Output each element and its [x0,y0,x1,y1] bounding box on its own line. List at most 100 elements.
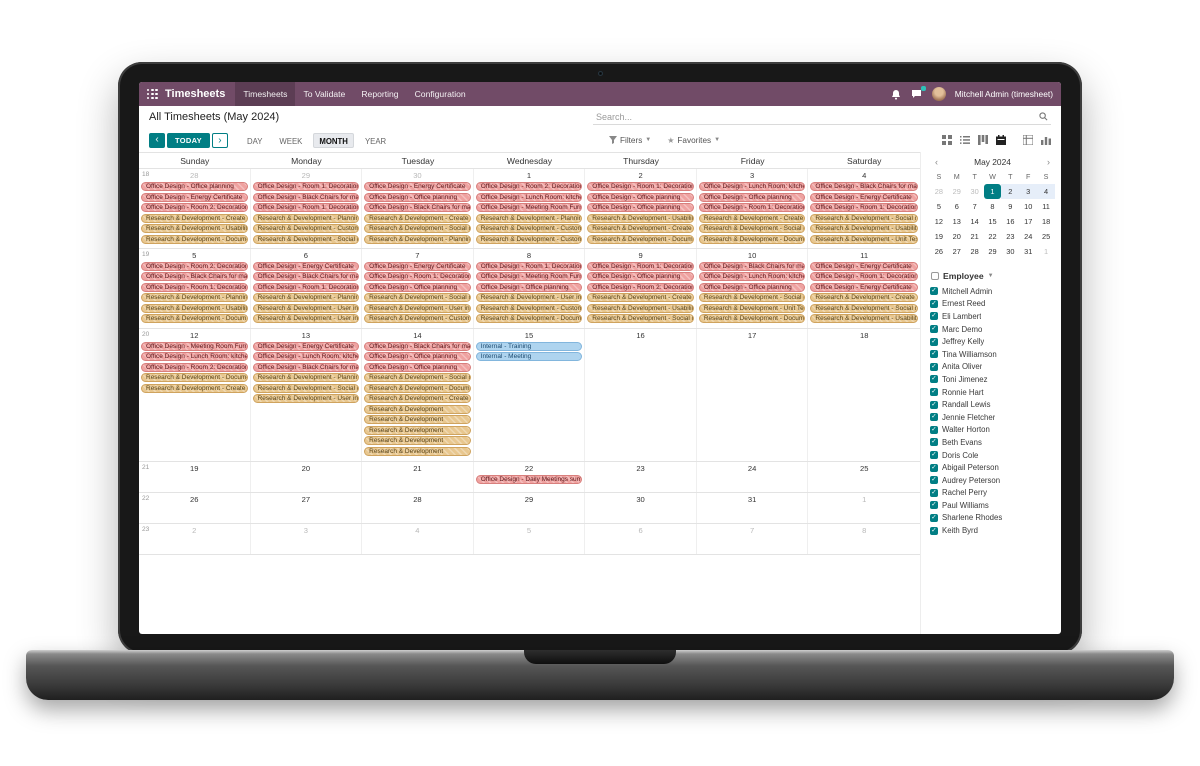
calendar-day-cell[interactable]: 3 [251,524,363,555]
checked-checkbox-icon[interactable]: ✓ [930,337,938,346]
calendar-event[interactable]: Office Design - Room 1: Decoration [252,282,360,292]
calendar-event[interactable]: Research & Development - User int... [475,293,583,303]
calendar-event[interactable]: Office Design - Daily Meetings sum... [475,475,583,485]
scale-year-button[interactable]: YEAR [364,136,387,146]
list-view-icon[interactable] [959,135,970,146]
calendar-day-cell[interactable]: 28 Office Design - Office planning Office … [139,169,251,248]
calendar-event[interactable]: Office Design - Office planning [364,192,471,202]
calendar-event[interactable]: Office Design - Room 1: Decoration [252,182,360,191]
calendar-event[interactable]: Research & Development - Docum... [587,234,694,244]
calendar-event[interactable]: Research & Development - Usabilit... [810,314,918,324]
calendar-event[interactable]: Research & Development - Custom... [475,224,583,233]
mini-day[interactable]: 28 [970,247,979,256]
calendar-event[interactable]: Office Design - Lunch Room: kitchen [252,352,360,362]
calendar-event[interactable]: Research & Development [364,404,471,414]
calendar-event[interactable]: Office Design - Black Chairs for ma... [698,261,806,271]
checked-checkbox-icon[interactable]: ✓ [930,325,938,334]
app-title[interactable]: Timesheets [165,88,226,100]
calendar-event[interactable]: Research & Development - Docume... [141,234,248,244]
calendar-event[interactable]: Research & Development - Docum... [698,314,806,324]
calendar-event[interactable]: Office Design - Office planning [587,203,694,212]
mini-day[interactable]: 10 [1024,202,1033,211]
calendar-day-cell[interactable]: 5 Office Design - Room 2: Decoration Offic… [139,248,251,328]
calendar-event[interactable]: Office Design - Office planning [141,182,248,191]
calendar-event[interactable]: Research & Development - Plannin... [252,213,360,223]
mini-day[interactable]: 26 [934,247,944,256]
calendar-event[interactable]: Research & Development - Plannin... [475,213,583,223]
calendar-day-cell[interactable]: 16 [585,328,697,462]
mini-day[interactable]: 20 [952,232,961,241]
calendar-day-cell[interactable]: 1 Office Design - Room 2: Decoration Offic… [474,169,586,248]
calendar-event[interactable]: Research & Development - Plannin... [364,234,471,244]
calendar-day-cell[interactable]: 5 [474,524,586,555]
calendar-event[interactable]: Research & Development - Docum... [698,234,806,244]
scale-week-button[interactable]: WEEK [279,136,303,146]
calendar-event[interactable]: Research & Development - Create ... [364,394,471,404]
calendar-event[interactable]: Research & Development - Custom... [475,303,583,313]
calendar-event[interactable]: Research & Development - User int... [252,394,360,404]
calendar-day-cell[interactable]: 22 Office Design - Daily Meetings sum... [474,462,586,493]
mini-day[interactable]: 30 [1006,247,1015,256]
nav-item-timesheets[interactable]: Timesheets [235,82,296,106]
calendar-event[interactable]: Office Design - Office planning [364,282,471,292]
calendar-day-cell[interactable]: 4 Office Design - Black Chairs for ma... O… [808,169,920,248]
calendar-event[interactable]: Research & Development - Custom... [475,234,583,244]
checked-checkbox-icon[interactable]: ✓ [930,413,938,422]
user-avatar[interactable] [931,87,946,101]
calendar-event[interactable]: Office Design - Lunch Room: kitchen [475,192,583,202]
calendar-event[interactable]: Office Design - Office planning [364,362,471,372]
calendar-event[interactable]: Research & Development - Docum... [364,383,471,393]
calendar-day-cell[interactable]: 19 [139,462,251,493]
mini-day[interactable]: 11 [1042,202,1050,211]
employee-row[interactable]: ✓ Anita Oliver [930,361,1055,374]
calendar-event[interactable]: Research & Development - Create ... [698,213,806,223]
mini-day[interactable]: 22 [988,232,997,241]
calendar-day-cell[interactable]: 8 [808,524,920,554]
calendar-day-cell[interactable]: 13 Office Design - Energy Certificate Offi… [251,328,363,462]
employee-row[interactable]: ✓ Abigail Peterson [930,461,1055,474]
mini-day[interactable]: 8 [990,202,995,211]
calendar-event[interactable]: Office Design - Black Chairs for ma... [364,203,471,212]
calendar-event[interactable]: Research & Development - Create ... [141,213,248,223]
calendar-event[interactable]: Office Design - Black Chairs for ma... [252,362,360,372]
mini-day[interactable]: 7 [972,202,977,211]
calendar-event[interactable]: Office Design - Room 2: Decoration [141,362,248,372]
calendar-view-icon[interactable] [995,135,1006,146]
calendar-event[interactable]: Office Design - Room 1: Decoration [810,203,918,212]
calendar-day-cell[interactable]: 15 Internal - Training Internal - Meeting [474,328,586,462]
calendar-event[interactable]: Office Design - Lunch Room: kitchen [141,352,248,362]
mini-day[interactable]: 19 [934,232,944,241]
calendar-day-cell[interactable]: 23 [585,462,697,493]
employee-row[interactable]: ✓ Keith Byrd [930,524,1055,537]
mini-day[interactable]: 12 [934,217,944,226]
calendar-day-cell[interactable]: 3 Office Design - Lunch Room: kitchen Offi… [697,169,809,248]
mini-day[interactable]: 25 [1041,232,1051,241]
calendar-event[interactable]: Research & Development - Social n... [252,234,360,244]
mini-day[interactable]: 31 [1024,247,1033,256]
checked-checkbox-icon[interactable]: ✓ [930,488,938,497]
calendar-event[interactable]: Research & Development - Create ... [587,224,694,233]
employee-row[interactable]: ✓ Marc Demo [930,323,1055,336]
checked-checkbox-icon[interactable]: ✓ [930,513,938,522]
calendar-event[interactable]: Office Design - Energy Certificate [364,261,471,271]
calendar-event[interactable]: Research & Development - Plannin... [141,293,248,303]
calendar-day-cell[interactable]: 2 Office Design - Room 1: Decoration Offic… [585,169,697,248]
mini-day[interactable]: 1 [983,184,1002,199]
bell-icon[interactable] [890,88,902,100]
checked-checkbox-icon[interactable]: ✓ [930,463,938,472]
calendar-day-cell[interactable]: 12 Office Design - Meeting Room Furn... Of… [139,328,251,462]
calendar-event[interactable]: Research & Development - Social n... [810,303,918,313]
calendar-event[interactable]: Research & Development [364,436,471,446]
calendar-event[interactable]: Research & Development - Plannin... [252,293,360,303]
checked-checkbox-icon[interactable]: ✓ [930,287,938,296]
graph-view-icon[interactable] [1040,135,1051,146]
calendar-event[interactable]: Office Design - Room 1: Decoration [252,203,360,212]
mini-day[interactable]: 1 [1044,247,1049,256]
calendar-day-cell[interactable]: 2 [139,524,251,555]
checked-checkbox-icon[interactable]: ✓ [930,299,938,308]
employee-row[interactable]: ✓ Paul Williams [930,499,1055,512]
calendar-event[interactable]: Office Design - Room 1: Decoration [587,261,694,271]
calendar-event[interactable]: Internal - Meeting [475,352,583,362]
calendar-day-cell[interactable]: 30 Office Design - Energy Certificate Offi… [362,169,474,248]
calendar-day-cell[interactable]: 28 [362,493,474,524]
